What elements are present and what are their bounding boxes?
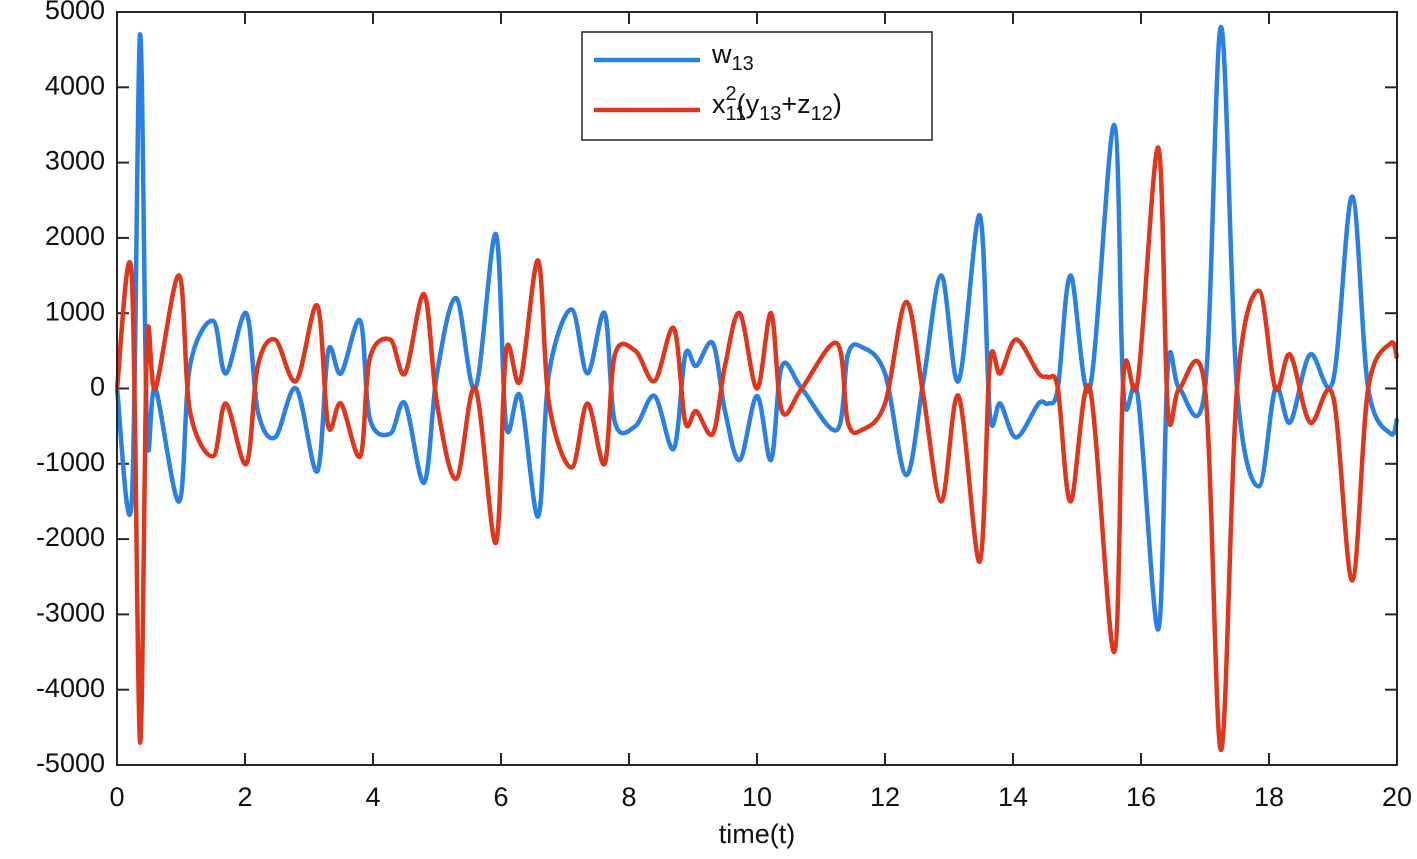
legend-label: w13 bbox=[711, 39, 754, 75]
y-tick-label: 5000 bbox=[45, 0, 105, 25]
y-tick-label: -5000 bbox=[36, 748, 105, 778]
x-tick-label: 0 bbox=[109, 782, 124, 812]
y-tick-label: 0 bbox=[90, 372, 105, 402]
x-tick-label: 6 bbox=[493, 782, 508, 812]
x-tick-label: 2 bbox=[237, 782, 252, 812]
y-tick-label: -4000 bbox=[36, 673, 105, 703]
x-tick-label: 20 bbox=[1382, 782, 1412, 812]
x-tick-label: 10 bbox=[742, 782, 772, 812]
x-tick-label: 18 bbox=[1254, 782, 1284, 812]
plot-frame bbox=[116, 11, 1398, 766]
x-tick-label: 4 bbox=[365, 782, 380, 812]
legend: w13 x112(y13+z12) bbox=[581, 31, 933, 141]
y-tick-label: -1000 bbox=[36, 447, 105, 477]
series-line bbox=[114, 145, 1400, 753]
x-tick-label: 16 bbox=[1126, 782, 1156, 812]
legend-box bbox=[581, 31, 933, 141]
y-tick-label: -2000 bbox=[36, 522, 105, 552]
x-tick-label: 14 bbox=[998, 782, 1028, 812]
legend-label: x112(y13+z12) bbox=[712, 83, 842, 125]
series-line bbox=[114, 24, 1400, 632]
x-axis-label: time(t) bbox=[719, 819, 796, 849]
y-tick-label: 2000 bbox=[45, 221, 105, 251]
y-tick-label: 3000 bbox=[45, 146, 105, 176]
x-tick-label: 8 bbox=[621, 782, 636, 812]
y-tick-label: 1000 bbox=[45, 296, 105, 326]
x-tick-label: 12 bbox=[870, 782, 900, 812]
y-tick-label: 4000 bbox=[45, 70, 105, 100]
y-tick-label: -3000 bbox=[36, 598, 105, 628]
